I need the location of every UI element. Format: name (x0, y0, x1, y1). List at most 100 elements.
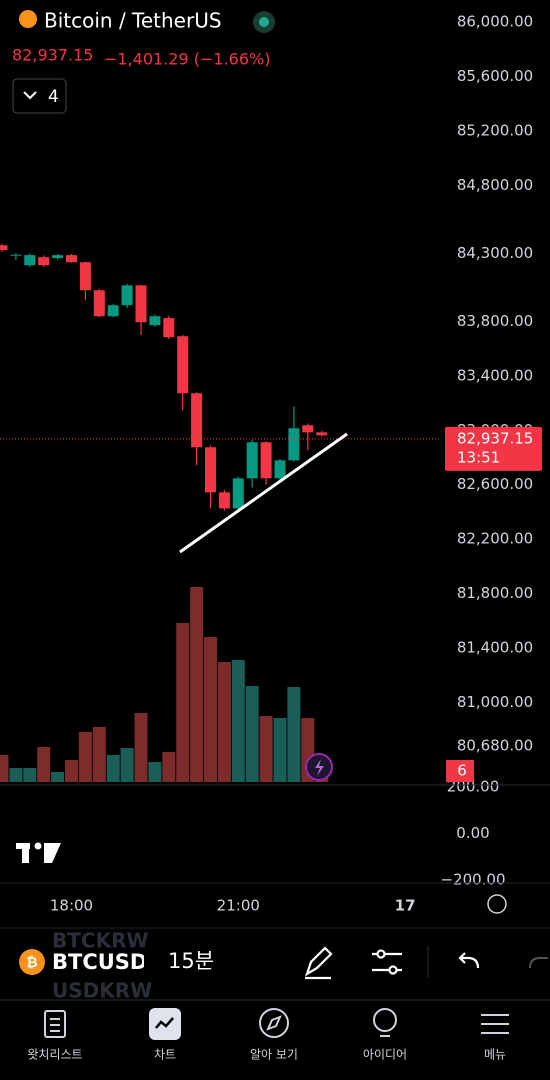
indicator-toggle[interactable] (12, 78, 67, 114)
y-tick-label: 85,600.00 (457, 67, 533, 85)
plot: 86,000.00 85,600.00 85,200.00 84,800.00 84,3… (0, 13, 542, 915)
candle-body (274, 460, 286, 479)
candle-body (24, 255, 36, 266)
x-tick-label: 21:00 (217, 897, 260, 915)
undo-icon[interactable] (458, 952, 480, 969)
candle-body (135, 285, 147, 323)
nav-label[interactable]: 아이디어 (363, 1048, 407, 1062)
candle-body (232, 478, 244, 509)
candle-body (149, 316, 161, 326)
y-tick-label: 82,600.00 (457, 475, 533, 493)
btc-logo (19, 949, 45, 975)
candle-body (38, 257, 50, 266)
candle-body (177, 336, 189, 394)
volume-bar (148, 762, 162, 782)
btc-icon (19, 10, 37, 28)
ghost-symbol: USDKRW (52, 979, 152, 1003)
indicator-tick-label: 0.00 (456, 824, 489, 842)
volume-bar (245, 686, 259, 782)
volume-bar (0, 755, 9, 782)
ghost-symbol: BTCKRW (52, 929, 149, 953)
toolbar-interval[interactable]: 15분 (168, 949, 214, 973)
symbol-title: Bitcoin / TetherUS (44, 9, 222, 33)
volume-label: 6 (457, 762, 467, 780)
nav-label[interactable]: 차트 (154, 1048, 176, 1062)
indicator-count: 4 (48, 87, 59, 107)
candle-body (205, 447, 216, 493)
candle-body (260, 442, 272, 479)
nav-label[interactable]: 왓치리스트 (27, 1048, 82, 1062)
volume-bar (65, 760, 78, 782)
y-tick-label: 82,200.00 (457, 530, 533, 548)
volume-bar (9, 768, 23, 782)
candle-body (302, 425, 314, 433)
settings-icon[interactable] (487, 894, 507, 914)
candle-body (107, 305, 119, 317)
volume-bar (51, 772, 65, 782)
candle-body (121, 285, 133, 306)
tv-logo (16, 842, 61, 863)
candle-body (316, 432, 328, 436)
candle-body (93, 290, 105, 317)
candle-body (163, 318, 175, 338)
volume-bar (217, 662, 231, 782)
volume-bar (106, 755, 120, 782)
candle-body (218, 492, 230, 509)
candle-body (66, 255, 77, 263)
volume-bar (162, 752, 176, 782)
nav-label[interactable]: 메뉴 (484, 1048, 506, 1062)
btc-glyph: ₿ (26, 955, 37, 971)
redo-icon[interactable] (529, 957, 548, 969)
x-tick-label: 17 (395, 897, 416, 915)
nav-label[interactable]: 알아 보기 (250, 1048, 298, 1062)
nav-icons (44, 1008, 509, 1038)
y-tick-label: 80,680.00 (457, 737, 533, 755)
countdown: 13:51 (457, 448, 500, 466)
volume-label-box (446, 760, 474, 782)
y-tick-label: 81,800.00 (457, 584, 533, 602)
last-price: 82,937.15 (12, 46, 93, 65)
price-change: −1,401.29 (−1.66%) (104, 50, 270, 69)
y-tick-label: 84,800.00 (457, 176, 533, 194)
indicator-tick-label: −200.00 (440, 871, 505, 889)
candle-body (0, 245, 8, 251)
volume-bar (92, 727, 106, 782)
volume-bar (231, 660, 245, 782)
chart-tab-icon (155, 1017, 174, 1029)
y-tick-label: 83,400.00 (457, 366, 533, 384)
volume-bar (259, 716, 273, 782)
last-price-box (445, 426, 542, 471)
y-tick-label: 83,800.00 (457, 312, 533, 330)
volume-bar (120, 748, 134, 782)
sliders-icon[interactable] (372, 949, 402, 975)
toolbar-symbol[interactable]: BTCUSD (52, 950, 147, 974)
x-tick-label: 18:00 (50, 897, 93, 915)
candle-body (10, 254, 22, 256)
last-price-label: 82,937.15 (457, 429, 533, 447)
draw-icon[interactable] (305, 946, 333, 980)
y-tick-label: 86,000.00 (457, 13, 533, 31)
volume-bar (176, 623, 190, 782)
y-tick-label: 81,400.00 (457, 639, 533, 657)
candle-body (52, 255, 64, 259)
candle-body (191, 393, 203, 448)
volume-bar (37, 747, 51, 782)
y-tick-label: 85,200.00 (457, 121, 533, 139)
volume-bar (23, 768, 37, 782)
volume-bar (78, 732, 92, 782)
candle-body (79, 262, 91, 291)
volume-bar (134, 713, 148, 782)
trend-line (179, 432, 348, 554)
volume-bar (204, 637, 217, 782)
y-tick-label: 81,000.00 (457, 693, 533, 711)
chevron (23, 91, 37, 100)
status-dot (259, 17, 269, 27)
nav: 왓치리스트 차트 알아 보기 아이디어 메뉴 (27, 1048, 506, 1062)
volume-bar (287, 687, 301, 782)
y-tick-label: 84,300.00 (457, 244, 533, 262)
candle-body (288, 428, 300, 461)
volume-bar (190, 587, 204, 782)
